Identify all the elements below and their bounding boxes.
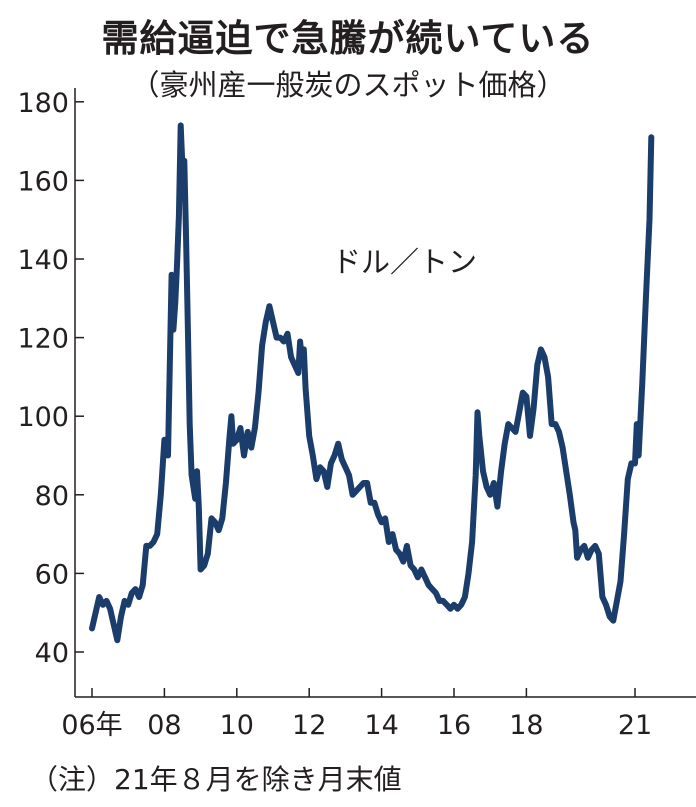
y-tick-label: 160 bbox=[17, 166, 69, 197]
x-tick-label: 06年 bbox=[61, 710, 122, 741]
chart-title: 需給逼迫で急騰が続いている bbox=[101, 17, 595, 60]
y-tick-label: 140 bbox=[17, 245, 69, 276]
y-tick-label: 180 bbox=[17, 88, 69, 119]
footnote: （注）21年８月を除き月末値 bbox=[30, 763, 402, 796]
y-tick-label: 40 bbox=[35, 638, 69, 669]
y-tick-label: 80 bbox=[35, 481, 69, 512]
x-tick-label: 12 bbox=[292, 710, 326, 741]
y-tick-label: 60 bbox=[35, 559, 69, 590]
x-tick-label: 18 bbox=[509, 710, 543, 741]
x-tick-label: 14 bbox=[364, 710, 398, 741]
y-tick-label: 100 bbox=[17, 402, 69, 433]
y-axis-ticks: 40 60 80 100 120 140 160 180 bbox=[17, 88, 84, 669]
x-tick-label: 08 bbox=[147, 710, 181, 741]
x-tick-label: 10 bbox=[220, 710, 254, 741]
price-series-line bbox=[89, 122, 655, 644]
x-tick-label: 21 bbox=[618, 710, 652, 741]
chart-subtitle: （豪州産一般炭のスポット価格） bbox=[130, 68, 566, 102]
y-tick-label: 120 bbox=[17, 324, 69, 355]
unit-label: ドル／トン bbox=[332, 245, 477, 279]
x-tick-label: 16 bbox=[437, 710, 471, 741]
x-axis-ticks: 06年 08 10 12 14 16 18 21 bbox=[61, 688, 652, 741]
